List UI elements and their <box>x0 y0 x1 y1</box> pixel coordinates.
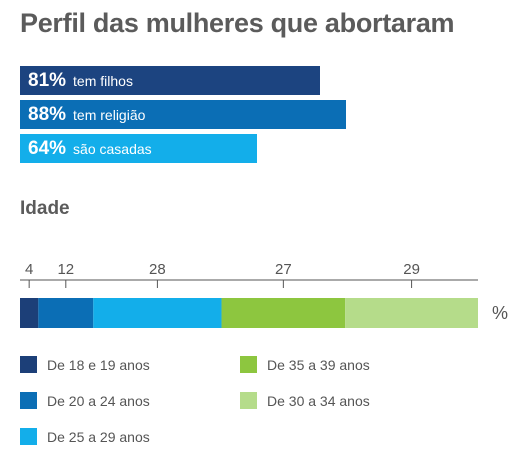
age-segment <box>345 298 478 328</box>
age-tick-label: 12 <box>57 261 74 278</box>
profile-bar-value: 81% <box>28 69 67 91</box>
legend-swatch <box>20 428 37 445</box>
age-segment <box>221 298 346 328</box>
legend-label: De 18 e 19 anos <box>47 356 150 373</box>
age-stacked-bar-chart: 4 12 28 27 29% <box>20 261 508 328</box>
legend-label: De 20 a 24 anos <box>47 392 150 409</box>
age-tick-label: 28 <box>149 261 166 278</box>
legend-item: De 30 a 34 anos <box>240 392 370 409</box>
legend-label: De 30 a 34 anos <box>267 392 370 409</box>
chart-title: Perfil das mulheres que abortaram <box>20 8 455 38</box>
legend-item: De 18 e 19 anos <box>20 356 150 373</box>
age-tick-label: 4 <box>25 261 33 278</box>
legend-label: De 25 a 29 anos <box>47 428 150 445</box>
profile-bar-value: 88% <box>28 103 67 125</box>
age-segment <box>20 298 39 328</box>
age-segment <box>93 298 222 328</box>
legend-swatch <box>240 392 257 409</box>
profile-bar-religiao: 88% tem religião <box>20 100 346 129</box>
legend-label: De 35 a 39 anos <box>267 356 370 373</box>
legend-item: De 25 a 29 anos <box>20 428 150 445</box>
age-segment <box>38 298 94 328</box>
legend-swatch <box>20 356 37 373</box>
profile-bar-casadas: 64% são casadas <box>20 134 257 163</box>
legend-swatch <box>240 356 257 373</box>
age-unit-label: % <box>492 303 508 323</box>
legend-item: De 20 a 24 anos <box>20 392 150 409</box>
legend-item: De 35 a 39 anos <box>240 356 370 373</box>
profile-bar-value: 64% <box>28 137 67 159</box>
profile-bar-label: tem religião <box>73 106 146 123</box>
age-tick-label: 27 <box>275 261 292 278</box>
profile-bar-filhos: 81% tem filhos <box>20 66 320 95</box>
age-tick-label: 29 <box>403 261 420 278</box>
legend-swatch <box>20 392 37 409</box>
profile-bar-label: são casadas <box>73 140 152 157</box>
age-section-title: Idade <box>20 198 70 219</box>
profile-bar-label: tem filhos <box>73 72 133 89</box>
